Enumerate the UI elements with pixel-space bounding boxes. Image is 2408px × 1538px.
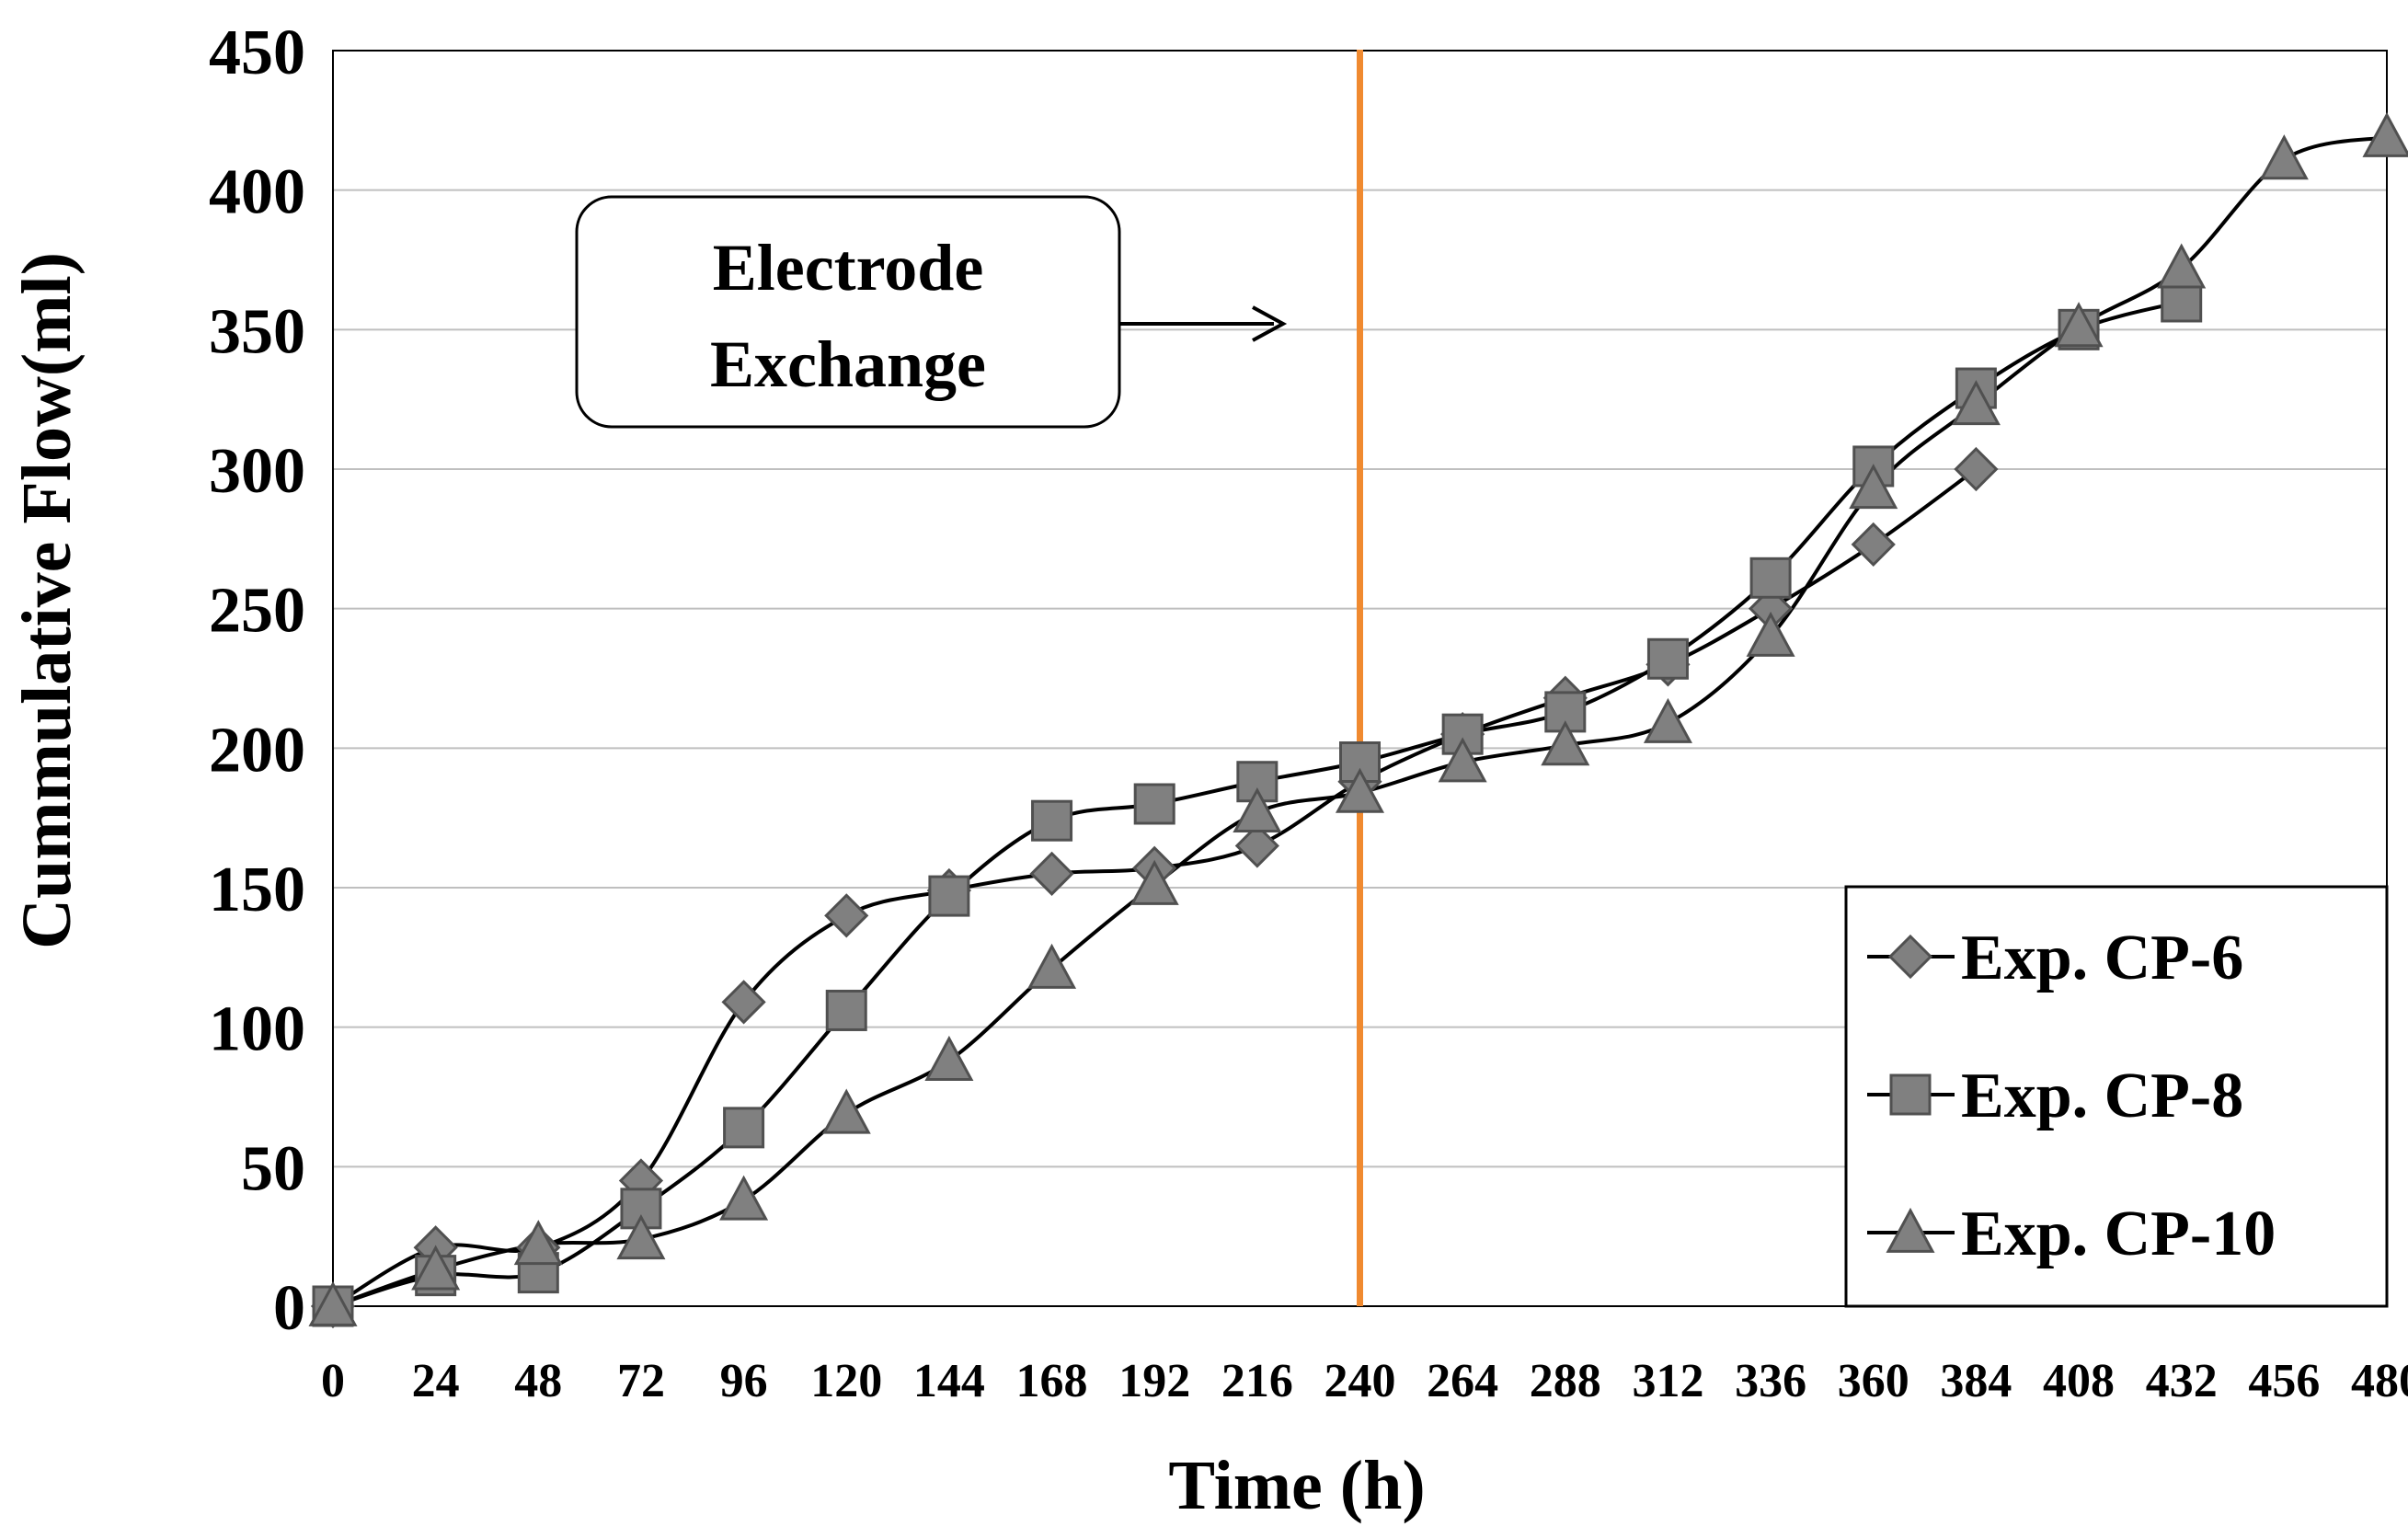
x-axis-title: Time (h) (1168, 1447, 1425, 1524)
data-point-exp-cp-6-216 (1234, 823, 1279, 868)
x-tick-label: 288 (1530, 1355, 1601, 1407)
x-tick-label: 408 (2043, 1355, 2115, 1407)
annotation-arrow-head (1252, 305, 1288, 342)
legend-label-exp-cp-10: Exp. CP-10 (1961, 1199, 2276, 1269)
x-tick-label: 168 (1016, 1355, 1088, 1407)
data-point-exp-cp-10-288 (1541, 720, 1590, 766)
x-tick-label: 432 (2146, 1355, 2218, 1407)
data-point-exp-cp-8-96 (723, 1107, 765, 1149)
data-point-exp-cp-10-240 (1335, 767, 1385, 813)
data-point-exp-cp-10-144 (924, 1035, 974, 1081)
data-point-exp-cp-10-24 (411, 1245, 461, 1291)
y-tick-label: 250 (209, 576, 305, 647)
x-tick-label: 264 (1427, 1355, 1498, 1407)
y-axis-ticks: 0 50 100 150 200 250 300 350 400 450 (209, 17, 305, 1344)
legend-marker-exp-cp-10 (1886, 1207, 1935, 1253)
y-tick-label: 450 (209, 17, 305, 88)
series-markers (308, 111, 2408, 1329)
y-axis-title: Cummulative Flow(ml) (8, 252, 86, 949)
data-point-exp-cp-8-192 (1133, 783, 1175, 825)
data-point-exp-cp-8-432 (2161, 281, 2203, 323)
x-tick-label: 312 (1632, 1355, 1703, 1407)
data-point-exp-cp-10-408 (2054, 302, 2104, 348)
data-point-exp-cp-10-264 (1438, 737, 1487, 783)
y-tick-label: 300 (209, 436, 305, 507)
x-tick-label: 216 (1221, 1355, 1293, 1407)
y-tick-label: 50 (241, 1133, 305, 1204)
data-point-exp-cp-10-0 (308, 1280, 358, 1326)
x-tick-label: 192 (1118, 1355, 1190, 1407)
data-point-exp-cp-8-168 (1031, 799, 1073, 842)
annotation-electrode-exchange: Electrode Exchange (575, 195, 1288, 429)
y-tick-label: 200 (209, 715, 305, 786)
annotation-line1: Electrode (713, 231, 984, 304)
data-point-exp-cp-8-144 (928, 875, 970, 917)
y-tick-label: 100 (209, 994, 305, 1065)
y-tick-label: 350 (209, 296, 305, 367)
data-point-exp-cp-8-336 (1749, 557, 1792, 599)
data-point-exp-cp-10-312 (1643, 697, 1692, 743)
data-point-exp-cp-6-96 (721, 980, 766, 1025)
x-tick-label: 360 (1838, 1355, 1909, 1407)
annotation-box (575, 195, 1121, 429)
x-tick-label: 456 (2248, 1355, 2320, 1407)
x-tick-label: 384 (1940, 1355, 2012, 1407)
y-tick-label: 400 (209, 157, 305, 228)
x-axis-ticks: 0 24 48 72 96 120 144 168 192 216 240 264 288 312 336 3… (321, 1355, 2408, 1407)
data-point-exp-cp-10-480 (2362, 111, 2408, 157)
data-point-exp-cp-10-120 (821, 1088, 871, 1134)
data-point-exp-cp-8-312 (1646, 637, 1689, 680)
legend-label-exp-cp-8: Exp. CP-8 (1961, 1061, 2243, 1131)
data-point-exp-cp-10-48 (513, 1220, 563, 1266)
data-point-exp-cp-6-168 (1029, 851, 1074, 896)
data-point-exp-cp-10-360 (1849, 464, 1898, 510)
data-point-exp-cp-10-432 (2157, 243, 2207, 289)
y-tick-label: 150 (209, 855, 305, 925)
x-tick-label: 72 (617, 1355, 665, 1407)
legend: Exp. CP-6 Exp. CP-8 Exp. CP-10 (1844, 885, 2389, 1308)
data-point-exp-cp-10-384 (1951, 380, 2001, 426)
x-tick-label: 24 (412, 1355, 460, 1407)
x-tick-label: 96 (720, 1355, 768, 1407)
data-point-exp-cp-10-456 (2259, 134, 2309, 180)
x-tick-label: 0 (321, 1355, 345, 1407)
x-tick-label: 336 (1735, 1355, 1806, 1407)
data-point-exp-cp-10-96 (719, 1175, 769, 1221)
x-tick-label: 144 (913, 1355, 985, 1407)
x-tick-label: 48 (514, 1355, 562, 1407)
legend-marker-exp-cp-6 (1887, 934, 1933, 980)
legend-marker-exp-cp-8 (1889, 1073, 1932, 1116)
data-point-exp-cp-10-216 (1233, 786, 1282, 832)
data-point-exp-cp-8-120 (825, 989, 867, 1031)
data-point-exp-cp-10-168 (1027, 943, 1077, 989)
data-point-exp-cp-10-72 (616, 1214, 666, 1260)
data-point-exp-cp-6-360 (1851, 522, 1896, 568)
annotation-line2: Exchange (710, 327, 986, 401)
data-point-exp-cp-6-120 (824, 893, 869, 938)
data-point-exp-cp-10-192 (1129, 859, 1179, 905)
x-tick-label: 240 (1324, 1355, 1396, 1407)
y-tick-label: 0 (273, 1273, 305, 1344)
data-point-exp-cp-10-336 (1746, 611, 1795, 657)
x-tick-label: 480 (2351, 1355, 2408, 1407)
x-tick-label: 120 (810, 1355, 882, 1407)
data-point-exp-cp-6-384 (1954, 446, 1999, 492)
legend-label-exp-cp-6: Exp. CP-6 (1961, 923, 2243, 993)
